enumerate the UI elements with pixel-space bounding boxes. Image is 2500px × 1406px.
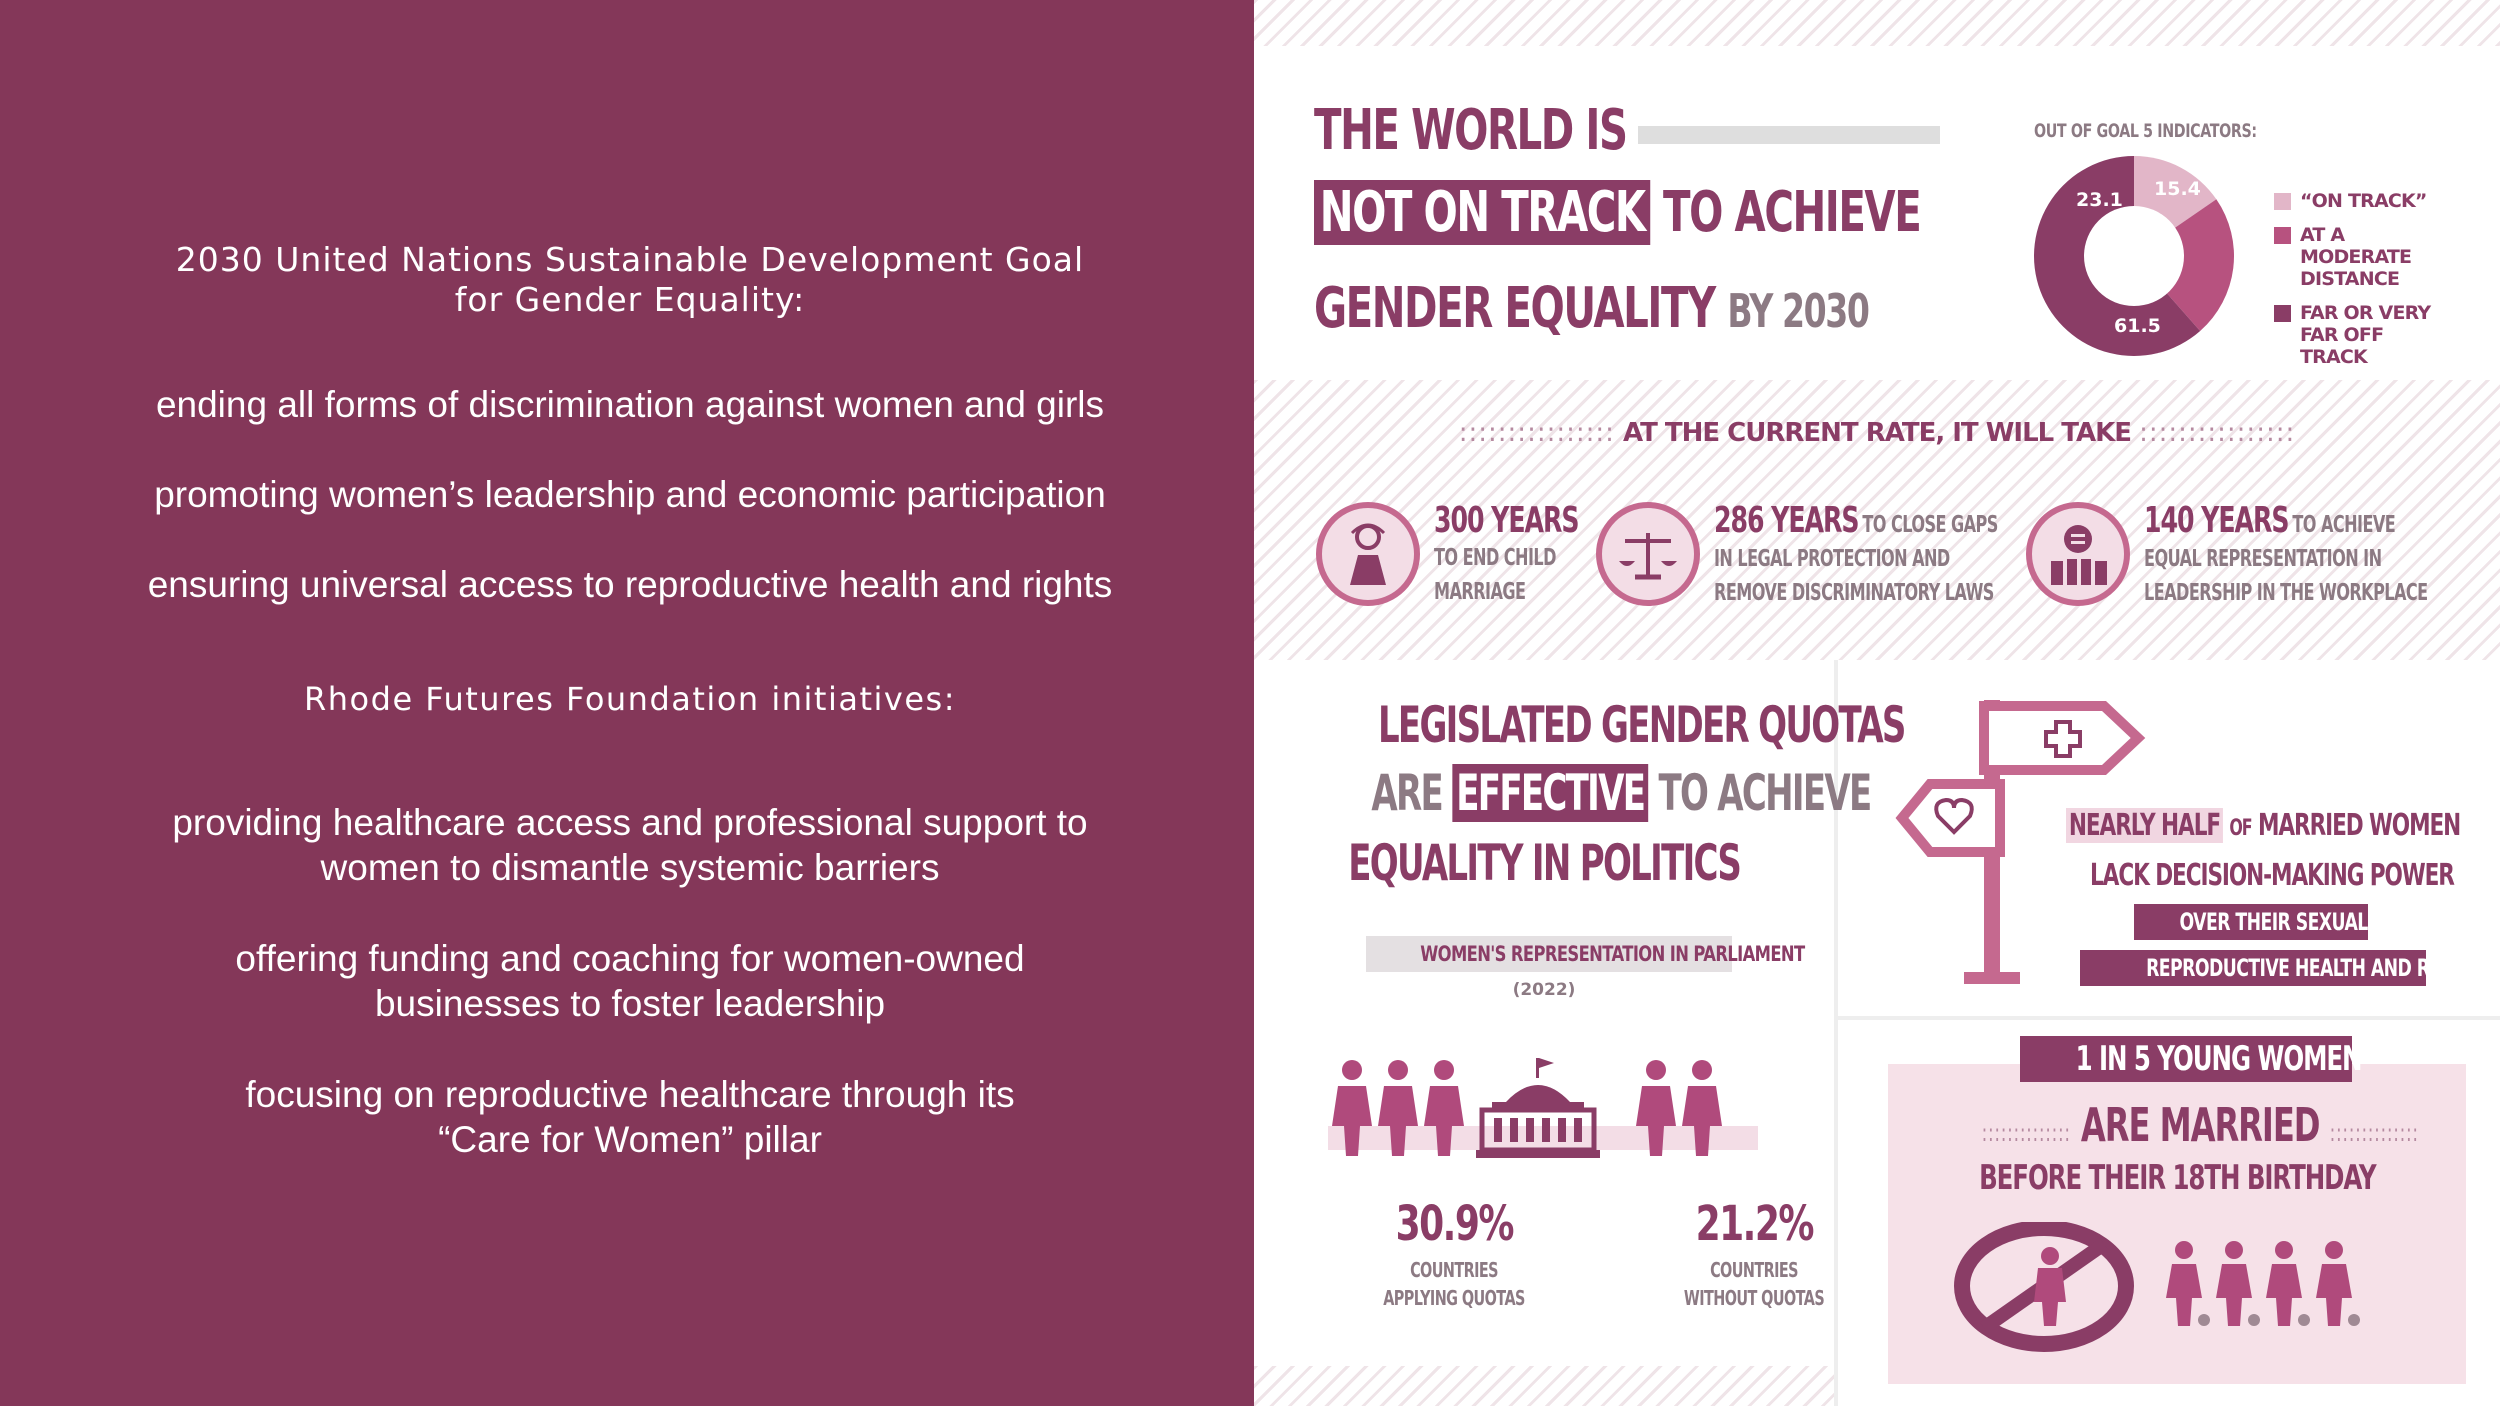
plus-icon	[2044, 720, 2082, 758]
quotas-line-1: LEGISLATED GENDER QUOTAS	[1377, 696, 1906, 754]
flower-bouquet-icons	[2198, 1314, 2360, 1326]
goal-title: 2030 United Nations Sustainable Developm…	[175, 240, 1085, 319]
header-line-2: NOT ON TRACK TO ACHIEVE	[1314, 180, 1922, 245]
quotas-line-3: EQUALITY IN POLITICS	[1348, 834, 1742, 892]
scales-icon	[1596, 502, 1700, 606]
young-women-figures	[2166, 1241, 2352, 1326]
donut-title: OUT OF GOAL 5 INDICATORS:	[2034, 120, 2257, 142]
decision-line-2: LACK DECISION-MAKING POWER	[2090, 858, 2455, 893]
top-stripe-band	[1254, 0, 2500, 46]
scales-glyph	[1619, 533, 1677, 580]
initiative-item: focusing on reproductive healthcare thro…	[245, 1074, 1015, 1160]
header-bar	[1638, 126, 1940, 144]
stat-with-quotas-label: COUNTRIES APPLYING QUOTAS	[1383, 1258, 1525, 1310]
stat-without-quotas-label: COUNTRIES WITHOUT QUOTAS	[1683, 1258, 1825, 1310]
decision-box-2: REPRODUCTIVE HEALTH AND RIGHTS	[2080, 950, 2486, 986]
legend-swatch	[2274, 193, 2291, 210]
current-rate-title: :::::::::::::::: AT THE CURRENT RATE, IT…	[1458, 418, 2296, 448]
workplace-glyph	[2051, 525, 2107, 585]
signpost-illustration	[1895, 700, 2146, 984]
parliament-building	[1476, 1058, 1600, 1158]
goal-item: promoting women’s leadership and economi…	[154, 474, 1106, 515]
donut-slice-moderate	[2134, 199, 2234, 332]
goal-item: ensuring universal access to reproductiv…	[147, 564, 1113, 605]
foundation-title: Rhode Futures Foundation initiatives:	[304, 680, 956, 718]
goal5-donut-chart: 15.4 23.1 61.5	[2034, 156, 2234, 356]
goal-item: ending all forms of discrimination again…	[155, 384, 1105, 425]
rate-item-legal-protection: 286 YEARS TO CLOSE GAPS IN LEGAL PROTECT…	[1714, 500, 1998, 606]
parliament-year: (2022)	[1512, 980, 1576, 1000]
young-women-tag: 1 IN 5 YOUNG WOMEN	[2020, 1036, 2362, 1082]
bottom-stripe-band	[1254, 1366, 1834, 1406]
no-child-marriage-icon	[1954, 1222, 2134, 1352]
header-line-1: THE WORLD IS	[1314, 98, 1628, 163]
heart-icon	[1934, 797, 1974, 835]
stat-with-quotas-value: 30.9%	[1395, 1196, 1514, 1252]
donut-label-on-track: 15.4	[2154, 178, 2201, 200]
stat-without-quotas-value: 21.2%	[1695, 1196, 1814, 1252]
legend-swatch	[2274, 227, 2291, 244]
legend-item-on-track: “ON TRACK”	[2274, 190, 2444, 212]
quotas-line-2: ARE EFFECTIVE TO ACHIEVE	[1371, 764, 1872, 822]
decision-line-1: NEARLY HALF OF MARRIED WOMEN	[2066, 808, 2461, 843]
young-women-line-3: BEFORE THEIR 18TH BIRTHDAY	[1978, 1158, 2377, 1198]
horizontal-divider	[1838, 1016, 2500, 1020]
donut-hole	[2084, 206, 2184, 306]
nearly-half-highlight: NEARLY HALF	[2066, 808, 2223, 843]
rate-item-workplace: 140 YEARS TO ACHIEVE EQUAL REPRESENTATIO…	[2144, 500, 2428, 606]
header-line-3: GENDER EQUALITY BY 2030	[1314, 276, 1870, 341]
current-rate-band	[1254, 380, 2500, 660]
initiative-item: offering funding and coaching for women-…	[235, 938, 1025, 1024]
workplace-icon	[2026, 502, 2130, 606]
donut-legend: “ON TRACK” AT A MODERATE DISTANCE FAR OR…	[2274, 190, 2444, 380]
infographic-panel: THE WORLD IS NOT ON TRACK TO ACHIEVE GEN…	[1254, 0, 2500, 1406]
legend-item-far-off: FAR OR VERY FAR OFF TRACK	[2274, 302, 2444, 368]
women-figures-without-quotas	[1636, 1060, 1722, 1156]
vertical-divider	[1834, 660, 1838, 1406]
rate-item-child-marriage: 300 YEARS TO END CHILD MARRIAGE	[1434, 500, 1580, 605]
legend-item-moderate: AT A MODERATE DISTANCE	[2274, 224, 2444, 290]
decision-box-1: OVER THEIR SEXUAL AND	[2134, 904, 2414, 940]
child-bride-glyph	[1350, 523, 1386, 585]
initiative-item: providing healthcare access and professi…	[172, 802, 1088, 888]
young-women-line-2: :::::::::::::: ARE MARRIED :::::::::::::…	[1981, 1098, 2419, 1152]
parliament-label: WOMEN'S REPRESENTATION IN PARLIAMENT	[1366, 936, 1805, 972]
child-marriage-illustration	[1954, 1222, 2360, 1352]
effective-highlight: EFFECTIVE	[1452, 764, 1649, 822]
donut-label-far-off: 61.5	[2114, 315, 2161, 337]
child-bride-icon	[1316, 502, 1420, 606]
not-on-track-highlight: NOT ON TRACK	[1314, 180, 1651, 245]
donut-label-moderate: 23.1	[2076, 189, 2123, 211]
legend-swatch	[2274, 305, 2291, 322]
left-panel: 2030 United Nations Sustainable Developm…	[0, 0, 1254, 1406]
parliament-illustration	[1328, 1058, 1758, 1158]
women-figures-with-quotas	[1332, 1060, 1464, 1156]
